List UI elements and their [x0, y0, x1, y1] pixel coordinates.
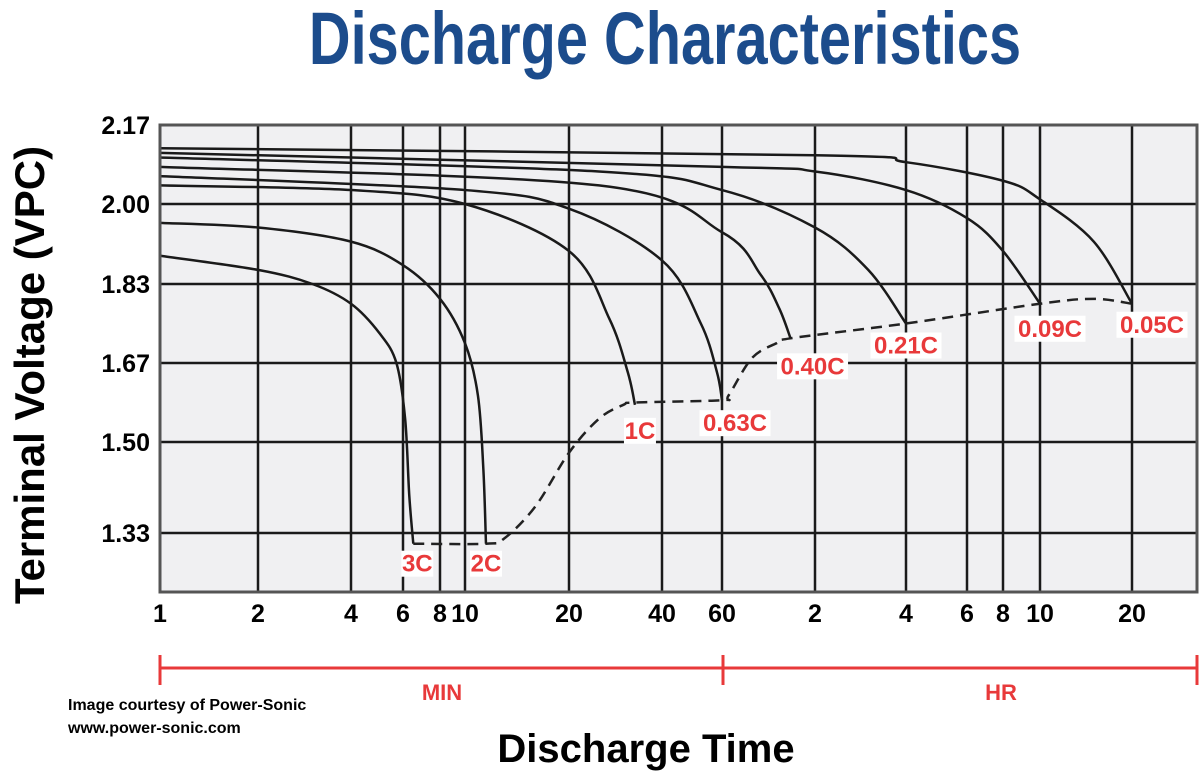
x-tick-label: 6: [960, 600, 974, 628]
curve-label-bg: [469, 550, 502, 577]
curve-label-bg: [623, 417, 656, 444]
x-tick-label: 1: [153, 600, 167, 628]
x-tick-labels: 1 2 4 6 8 10 20 40 60 2 4 6 8 10 20: [153, 600, 1146, 628]
x-tick-label: 2: [808, 600, 822, 628]
y-tick-label: 1.67: [101, 350, 150, 378]
curve-labels: 3C 2C 1C 0.63C 0.40C 0.21C 0.09C 0.05C: [401, 311, 1188, 578]
y-tick-label: 2.00: [101, 191, 150, 219]
curve-label-3C: 3C: [402, 551, 433, 578]
credit-line-1: Image courtesy of Power-Sonic: [68, 697, 306, 714]
curve-0.63C: [159, 174, 724, 401]
unit-range-bar: MIN HR: [158, 655, 1199, 705]
x-tick-label: 20: [1118, 600, 1146, 628]
x-tick-label: 10: [1026, 600, 1054, 628]
curve-label-bg: [699, 410, 771, 437]
curve-3C: [159, 254, 415, 544]
y-tick-label: 1.83: [101, 271, 150, 299]
curve-label-1C: 1C: [625, 418, 656, 445]
x-axis-title: Discharge Time: [497, 727, 794, 771]
x-tick-label: 10: [451, 600, 479, 628]
y-tick-label: 1.33: [101, 520, 150, 548]
curve-label-bg: [401, 550, 434, 577]
curve-0.09C: [159, 151, 1042, 305]
x-tick-label: 2: [251, 600, 265, 628]
x-tick-label: 4: [344, 600, 358, 628]
end-voltage-dashed-line: [413, 297, 1133, 546]
curve-2C: [159, 221, 488, 544]
x-tick-label: 4: [899, 600, 913, 628]
curve-0.21C: [159, 156, 908, 325]
credit-line-2: www.power-sonic.com: [67, 720, 241, 737]
x-tick-label: 6: [396, 600, 410, 628]
x-tick-label: 20: [555, 600, 583, 628]
plot-border: [158, 123, 1199, 594]
curve-label-0.09C: 0.09C: [1018, 316, 1082, 343]
unit-label-hr: HR: [985, 680, 1017, 705]
discharge-curves: [159, 146, 1134, 546]
y-tick-label: 2.17: [101, 112, 150, 140]
unit-label-min: MIN: [422, 680, 462, 705]
curve-label-0.05C: 0.05C: [1120, 312, 1184, 339]
x-tick-label: 40: [648, 600, 676, 628]
curve-1C: [159, 184, 637, 406]
y-axis-title: Terminal Voltage (VPC): [6, 146, 53, 604]
y-tick-labels: 1.33 1.50 1.67 1.83 2.00 2.17: [101, 112, 150, 548]
curve-label-0.21C: 0.21C: [874, 333, 938, 360]
x-tick-label: 8: [996, 600, 1010, 628]
x-tick-label: 60: [708, 600, 736, 628]
curve-0.05C: [159, 146, 1134, 305]
curve-label-bg: [1014, 315, 1086, 342]
plot-area: [160, 125, 1197, 592]
curve-label-0.63C: 0.63C: [703, 410, 767, 437]
curve-label-bg: [1116, 311, 1188, 338]
x-tick-label: 8: [433, 600, 447, 628]
curve-label-2C: 2C: [471, 551, 502, 578]
y-tick-label: 1.50: [101, 429, 150, 457]
curve-label-0.40C: 0.40C: [781, 353, 845, 380]
chart-title: Discharge Characteristics: [309, 0, 1021, 81]
curve-label-bg: [777, 353, 849, 380]
curve-label-bg: [870, 332, 942, 359]
curve-0.40C: [159, 165, 792, 339]
